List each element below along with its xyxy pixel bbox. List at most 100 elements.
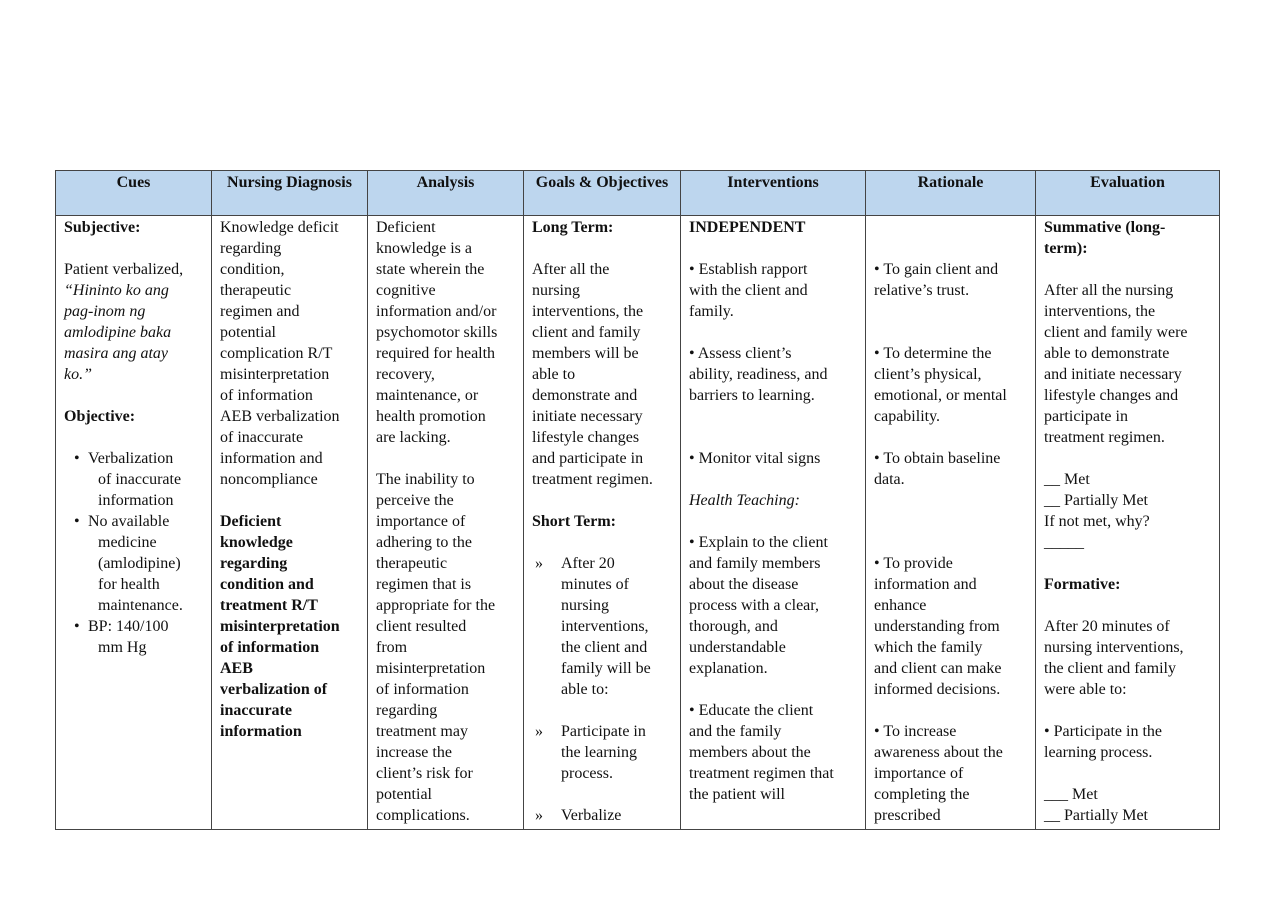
text-line: If not met, why? xyxy=(1044,513,1150,530)
text-line xyxy=(689,406,859,427)
text-line xyxy=(1044,553,1213,574)
text-line: • Educate the client xyxy=(689,702,814,719)
text-line: regimen and xyxy=(220,303,300,320)
text-line xyxy=(64,385,205,406)
nursing-care-plan-table: Cues Nursing Diagnosis Analysis Goals & … xyxy=(55,170,1220,830)
text-line: the client and xyxy=(561,639,648,656)
text-line: lifestyle changes xyxy=(532,429,640,446)
text-line: perceive the xyxy=(376,492,454,509)
text-line: process. xyxy=(561,765,613,782)
text-line: • BP: 140/100 xyxy=(64,616,205,637)
text-line: regarding xyxy=(220,555,288,572)
chevron-bullet-icon: » xyxy=(535,807,543,824)
text-line: family. xyxy=(689,303,734,320)
cell-evaluation: Summative (long-term): After all the nurs… xyxy=(1035,215,1220,830)
text-line: noncompliance xyxy=(220,471,318,488)
text-line: and participate in xyxy=(532,450,644,467)
text-line: understanding from xyxy=(874,618,1000,635)
text-line: • Participate in the xyxy=(1044,723,1163,740)
text-line: • No available xyxy=(64,511,205,532)
text-line: of information xyxy=(376,681,469,698)
text-line: information and xyxy=(220,450,323,467)
text-line: ___ Met xyxy=(1044,786,1098,803)
text-line: Subjective: xyxy=(64,219,141,236)
text-line xyxy=(689,679,859,700)
text-line: • Establish rapport xyxy=(689,261,808,278)
text-line xyxy=(532,490,674,511)
text-line: the patient will xyxy=(689,786,785,803)
text-line: treatment regimen. xyxy=(1044,429,1165,446)
text-line: treatment regimen. xyxy=(532,471,653,488)
text-line xyxy=(874,532,1029,553)
cell-rationale: • To gain client and relative’s trust. • T… xyxy=(865,215,1036,830)
text-line: client and family were xyxy=(1044,324,1188,341)
text-line: Short Term: xyxy=(532,513,616,530)
cell-cues: Subjective: Patient verbalized, “Hininto k… xyxy=(55,215,212,830)
text-line xyxy=(874,490,1029,511)
text-line xyxy=(532,784,674,805)
list-item-text: No available xyxy=(88,513,170,530)
text-line: Objective: xyxy=(64,408,136,425)
cell-interventions: INDEPENDENT • Establish rapport with the c… xyxy=(680,215,866,830)
text-line: condition, xyxy=(220,261,285,278)
text-line: treatment may xyxy=(376,723,468,740)
text-line: amlodipine baka xyxy=(64,324,172,341)
text-line: AEB verbalization xyxy=(220,408,340,425)
text-line: members will be xyxy=(532,345,639,362)
text-line xyxy=(64,238,205,259)
text-line: health promotion xyxy=(376,408,486,425)
text-line xyxy=(689,238,859,259)
text-line: interventions, xyxy=(561,618,649,635)
text-line: regarding xyxy=(220,240,282,257)
text-line: members about the xyxy=(689,744,811,761)
text-line xyxy=(532,700,674,721)
text-line: (amlodipine) xyxy=(98,555,181,572)
text-line: INDEPENDENT xyxy=(689,219,806,236)
text-line: able to xyxy=(532,366,576,383)
text-line: cognitive xyxy=(376,282,436,299)
text-line: mm Hg xyxy=(98,639,147,656)
header-interventions: Interventions xyxy=(680,170,866,216)
text-line xyxy=(532,532,674,553)
text-line xyxy=(874,700,1029,721)
chevron-bullet-icon: » xyxy=(535,555,543,572)
bullet-icon: • xyxy=(74,513,80,530)
text-line: After all the xyxy=(532,261,610,278)
text-line: __ Partially Met xyxy=(1044,807,1148,824)
text-line: Formative: xyxy=(1044,576,1121,593)
list-item-text: Verbalize xyxy=(561,807,622,824)
text-line: required for health xyxy=(376,345,496,362)
text-line xyxy=(376,448,517,469)
text-line: process with a clear, xyxy=(689,597,819,614)
cell-goals-objectives: Long Term: After all the nursing interventi… xyxy=(523,215,681,830)
text-line: which the family xyxy=(874,639,983,656)
text-line: emotional, or mental xyxy=(874,387,1007,404)
header-cues: Cues xyxy=(55,170,212,216)
text-line xyxy=(874,322,1029,343)
text-line xyxy=(1044,595,1213,616)
text-line xyxy=(689,322,859,343)
text-line: information and/or xyxy=(376,303,497,320)
text-line: and the family xyxy=(689,723,782,740)
text-line: therapeutic xyxy=(376,555,448,572)
text-line: data. xyxy=(874,471,905,488)
text-line: • To gain client and xyxy=(874,261,999,278)
content-row: Subjective: Patient verbalized, “Hininto k… xyxy=(55,215,1220,830)
header-row: Cues Nursing Diagnosis Analysis Goals & … xyxy=(55,170,1220,216)
text-line: Summative (long- xyxy=(1044,219,1166,236)
text-line: __ Partially Met xyxy=(1044,492,1148,509)
text-line: client’s physical, xyxy=(874,366,982,383)
text-line: relative’s trust. xyxy=(874,282,970,299)
text-line xyxy=(1044,259,1213,280)
text-line: The inability to xyxy=(376,471,475,488)
text-line: • To determine the xyxy=(874,345,992,362)
text-line: client’s risk for xyxy=(376,765,473,782)
header-goals-objectives: Goals & Objectives xyxy=(523,170,681,216)
text-line: understandable xyxy=(689,639,786,656)
text-line: nursing xyxy=(561,597,609,614)
header-nursing-diagnosis: Nursing Diagnosis xyxy=(211,170,368,216)
text-line: treatment R/T xyxy=(220,597,318,614)
text-line: misinterpretation xyxy=(220,618,340,635)
text-line: • Explain to the client xyxy=(689,534,828,551)
text-line: and initiate necessary xyxy=(1044,366,1182,383)
